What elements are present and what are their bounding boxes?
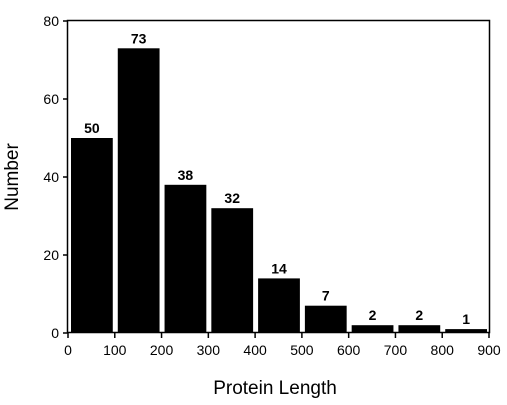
bar [164, 184, 207, 333]
x-tick-label: 700 [384, 342, 408, 358]
bar [445, 329, 487, 333]
x-tick-label: 300 [197, 342, 221, 358]
bar-value-label: 50 [84, 120, 100, 136]
bar-value-label: 32 [224, 190, 240, 206]
bar-value-label: 7 [322, 288, 330, 304]
bar-value-label: 73 [131, 30, 147, 46]
bar-value-label: 2 [369, 307, 377, 323]
bar-value-label: 2 [415, 307, 423, 323]
x-axis-title: Protein Length [213, 378, 337, 399]
y-tick-label: 0 [51, 325, 59, 341]
bars-group [71, 48, 487, 334]
bar [258, 278, 300, 333]
bar [351, 325, 394, 333]
y-tick-label: 60 [43, 91, 59, 107]
bar-value-label: 38 [178, 167, 194, 183]
x-tick-label: 100 [103, 342, 127, 358]
y-axis-title: Number [2, 143, 23, 211]
bar [304, 305, 347, 333]
x-tick-label: 900 [477, 342, 501, 358]
x-tick-label: 600 [337, 342, 361, 358]
x-tick-label: 200 [150, 342, 174, 358]
bar [398, 325, 441, 333]
bar [71, 138, 113, 333]
x-tick-label: 0 [64, 342, 72, 358]
y-tick-label: 80 [43, 13, 59, 29]
ticks-group: 0 100 200 300 400 500 600 700 800 900 0 20 40 60 80 [43, 13, 500, 358]
bar [117, 48, 160, 334]
x-tick-label: 400 [243, 342, 267, 358]
bar [211, 208, 254, 333]
y-tick-label: 40 [43, 169, 59, 185]
x-tick-label: 800 [431, 342, 455, 358]
data-labels-group: 50 73 38 32 14 7 2 2 1 [84, 30, 470, 327]
x-tick-label: 500 [290, 342, 314, 358]
bar-value-label: 1 [462, 311, 470, 327]
bar-value-label: 14 [271, 260, 287, 276]
y-tick-label: 20 [43, 247, 59, 263]
